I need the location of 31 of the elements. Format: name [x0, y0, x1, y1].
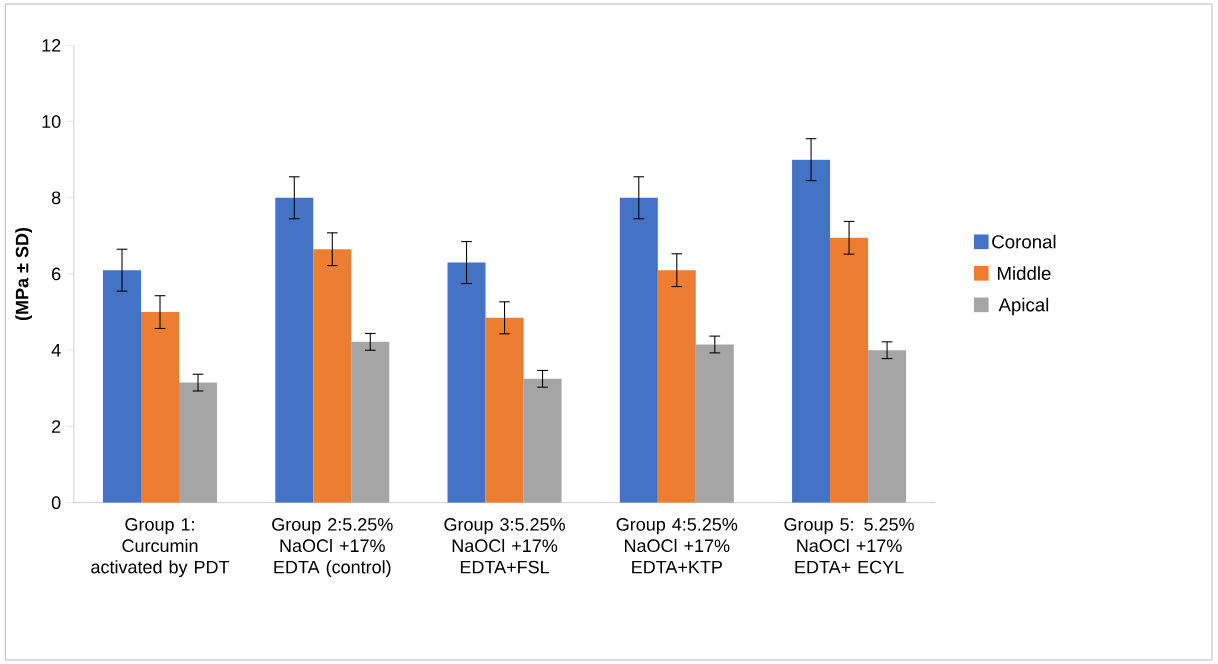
- bar: [792, 159, 831, 503]
- y-tick-label: 2: [52, 420, 61, 433]
- y-axis-title: (MPa ± SD): [15, 227, 32, 321]
- x-tick-label: Group 5: 5.25% NaOCl +17% EDTA+ ECYL: [784, 518, 914, 574]
- bar: [313, 249, 352, 503]
- legend-label: Coronal: [992, 234, 1056, 249]
- bar: [485, 317, 524, 503]
- bar: [351, 341, 390, 503]
- bar: [619, 197, 658, 503]
- y-tick-label: 12: [42, 39, 61, 52]
- bar: [830, 237, 869, 503]
- x-tick-label: Group 3:5.25% NaOCl +17% EDTA+FSL: [444, 518, 565, 574]
- y-tick-label: 8: [51, 191, 61, 205]
- bar: [141, 312, 180, 503]
- legend-label: Apical: [998, 297, 1049, 316]
- legend-label: Middle: [997, 266, 1051, 280]
- y-tick-label: 10: [42, 115, 61, 128]
- bar: [657, 270, 696, 503]
- bar: [447, 262, 486, 503]
- x-tick-label: Group 1: Curcumin activated by PDT: [91, 518, 230, 578]
- x-tick-label: Group 2:5.25% NaOCl +17% EDTA (control): [272, 518, 393, 577]
- y-tick-label: 4: [51, 344, 61, 357]
- bar: [103, 270, 142, 503]
- bar: [179, 382, 218, 503]
- y-tick-label: 0: [51, 496, 61, 510]
- bar: [523, 378, 562, 503]
- bar: [275, 197, 314, 503]
- bar: [695, 344, 734, 503]
- y-tick-label: 6: [52, 267, 61, 281]
- bar: [868, 350, 907, 503]
- x-tick-label: Group 4:5.25% NaOCl +17% EDTA+KTP: [616, 518, 738, 574]
